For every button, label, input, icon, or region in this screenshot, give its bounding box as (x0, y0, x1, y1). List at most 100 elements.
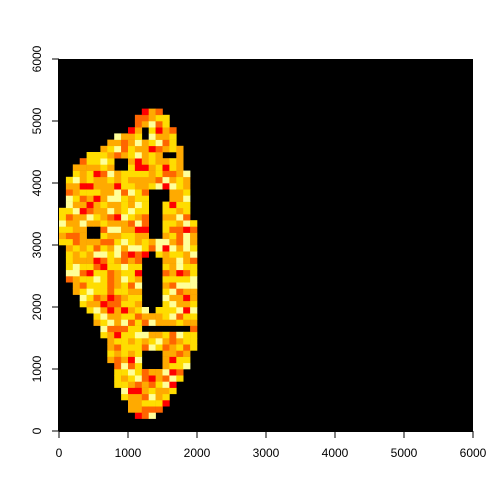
heatmap-cell (121, 201, 129, 209)
heatmap-cell (148, 164, 156, 171)
heatmap-cell (100, 226, 108, 233)
heatmap-cell (141, 406, 149, 413)
heatmap-cell (114, 350, 122, 357)
heatmap-cell (107, 214, 115, 221)
heatmap-cell (169, 158, 177, 165)
heatmap-cell (134, 257, 143, 264)
heatmap-cell (128, 276, 136, 283)
heatmap-cell (79, 195, 87, 202)
heatmap-cell (169, 375, 177, 382)
heatmap-cell (100, 325, 108, 333)
heatmap-cell (86, 307, 94, 314)
heatmap-cell (100, 164, 108, 171)
heatmap-cell (128, 214, 136, 221)
heatmap-cell (155, 375, 163, 382)
heatmap-cell (148, 412, 156, 419)
heatmap-cell (121, 170, 129, 178)
heatmap-cell (114, 300, 122, 308)
heatmap-cell (148, 319, 156, 326)
heatmap-cell (169, 263, 177, 271)
heatmap-cell (93, 189, 101, 196)
heatmap-cell (141, 313, 149, 320)
heatmap-cell (93, 201, 101, 209)
heatmap-cell (141, 245, 149, 252)
heatmap-cell (176, 245, 184, 252)
heatmap-cell (190, 300, 198, 308)
heatmap-cell (65, 232, 74, 240)
heatmap-cell (128, 307, 136, 314)
heatmap-cell (148, 387, 156, 395)
heatmap-cell (59, 214, 67, 221)
heatmap-cell (114, 251, 122, 258)
heatmap-cell (141, 189, 149, 196)
heatmap-cell (155, 319, 163, 326)
heatmap-cell (128, 393, 136, 401)
heatmap-cell (100, 245, 108, 252)
heatmap-cell (121, 152, 129, 159)
heatmap-cell (190, 257, 198, 264)
heatmap-cell (176, 369, 184, 376)
heatmap-cell (93, 170, 101, 178)
heatmap-cell (183, 189, 191, 196)
heatmap-cell (107, 183, 115, 190)
heatmap-cell (134, 288, 143, 295)
heatmap-cell (169, 207, 177, 215)
heatmap-cell (134, 176, 143, 184)
heatmap-cell (86, 195, 94, 202)
heatmap-cell (121, 195, 129, 202)
heatmap-cell (183, 288, 191, 295)
heatmap-cell (155, 170, 163, 178)
heatmap-cell (141, 220, 149, 227)
heatmap-cell (134, 139, 143, 147)
heatmap-cell (86, 263, 94, 271)
heatmap-cell (176, 195, 184, 202)
heatmap-cell (134, 331, 143, 339)
heatmap-cell (162, 288, 170, 295)
heatmap-cell (93, 269, 101, 277)
heatmap-cell (107, 195, 115, 202)
heatmap-cell (59, 226, 67, 233)
heatmap-cell (100, 257, 108, 264)
heatmap-cell (141, 375, 149, 382)
heatmap-cell (176, 158, 184, 165)
heatmap-cell (121, 313, 129, 320)
heatmap-cell (183, 307, 191, 314)
heatmap-cell (121, 356, 129, 364)
heatmap-cell (141, 164, 149, 171)
heatmap-cell (79, 226, 87, 233)
x-tick-label: 4000 (322, 446, 349, 460)
heatmap-cell (134, 319, 143, 326)
heatmap-cell (65, 257, 74, 264)
heatmap-cell (128, 127, 136, 134)
heatmap-cell (65, 238, 74, 246)
heatmap-cell (176, 350, 184, 357)
heatmap-cell (79, 251, 87, 258)
x-tick-label: 6000 (460, 446, 487, 460)
heatmap-cell (100, 220, 108, 227)
heatmap-cell (134, 325, 143, 333)
heatmap-cell (86, 214, 94, 221)
heatmap-cell (141, 232, 149, 240)
heatmap-cell (93, 276, 101, 283)
heatmap-cell (134, 220, 143, 227)
heatmap-cell (183, 214, 191, 221)
heatmap-cell (141, 387, 149, 395)
heatmap-cell (128, 294, 136, 302)
heatmap-cell (162, 145, 170, 153)
heatmap-cell (86, 238, 94, 246)
heatmap-cell (134, 207, 143, 215)
heatmap-cell (114, 214, 122, 221)
y-tick-label: 0 (30, 427, 44, 434)
heatmap-cell (183, 356, 191, 364)
heatmap-cell (79, 238, 87, 246)
heatmap-cell (121, 282, 129, 289)
heatmap-cell (100, 201, 108, 209)
y-tick-label: 2000 (30, 293, 44, 320)
heatmap-cell (162, 245, 170, 252)
heatmap-cell (176, 263, 184, 271)
heatmap-cell (79, 294, 87, 302)
heatmap-cell (134, 133, 143, 140)
heatmap-cell (100, 214, 108, 221)
heatmap-cell (79, 300, 87, 308)
heatmap-cell (148, 121, 156, 128)
